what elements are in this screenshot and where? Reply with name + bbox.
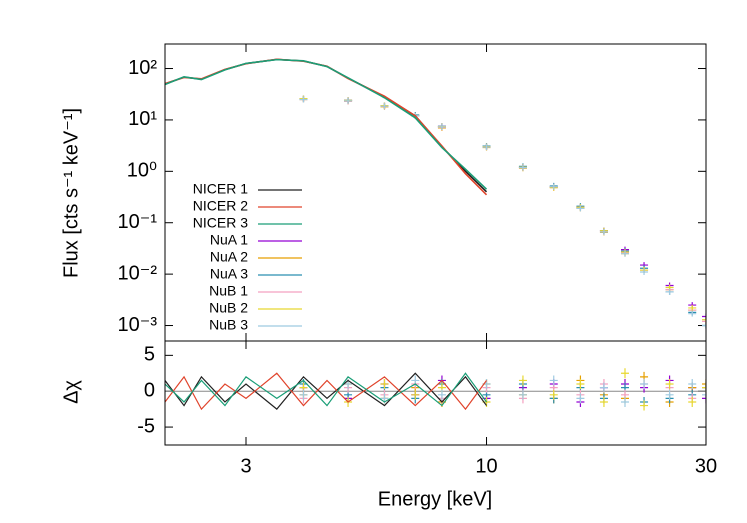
residual-point — [665, 379, 674, 390]
spectrum-point — [702, 318, 706, 325]
residual-point — [702, 389, 706, 400]
legend-label: NuB 2 — [209, 300, 248, 316]
residual-point — [620, 368, 629, 379]
spectrum-point — [299, 96, 308, 103]
y-tick-label: 10⁻² — [118, 262, 158, 284]
residual-point — [702, 379, 706, 390]
spectrum-point — [640, 268, 649, 275]
residual-point — [599, 396, 608, 407]
residual-line — [165, 372, 488, 407]
residual-point — [702, 393, 706, 404]
residual-point — [665, 389, 674, 400]
spectrum-point — [518, 164, 527, 171]
spectrum-point — [702, 322, 706, 329]
residual-frame — [164, 340, 707, 446]
residual-point — [549, 389, 558, 400]
residual-point — [688, 379, 697, 390]
y-tick-label: 10¹ — [128, 108, 157, 130]
residual-y-tick-label: -5 — [137, 415, 155, 437]
spectrum-point — [620, 250, 629, 257]
spectrum-point — [688, 310, 697, 317]
spectrum-line — [165, 58, 488, 190]
residual-point — [702, 382, 706, 393]
x-tick-label: 30 — [695, 455, 717, 477]
residual-point — [620, 396, 629, 407]
legend-label: NuA 1 — [210, 232, 248, 248]
legend-label: NuA 3 — [210, 266, 248, 282]
residual-point — [599, 382, 608, 393]
y-tick-label: 10⁰ — [127, 160, 157, 182]
legend-label: NICER 3 — [193, 215, 248, 231]
spectrum-point — [549, 183, 558, 190]
legend-label: NICER 2 — [193, 198, 248, 214]
residual-point — [518, 375, 527, 386]
spectrum-point — [688, 304, 697, 311]
residual-line — [165, 372, 488, 410]
spectrum-point — [482, 144, 491, 151]
x-axis-label: Energy [keV] — [378, 488, 493, 510]
legend-label: NuA 2 — [210, 249, 248, 265]
spectrum-line — [165, 58, 488, 193]
residual-point — [518, 389, 527, 400]
y-tick-label: 10² — [128, 57, 157, 79]
spectrum-point — [576, 205, 585, 212]
residual-axis-label: Δχ — [60, 380, 82, 404]
y-tick-label: 10⁻³ — [118, 314, 158, 336]
residual-point — [437, 389, 446, 400]
legend-label: NICER 1 — [193, 181, 248, 197]
residual-point — [380, 379, 389, 390]
residual-point — [576, 393, 585, 404]
y-axis-label: Flux [cts s⁻¹ keV⁻¹] — [60, 108, 82, 278]
residual-point — [688, 396, 697, 407]
spectrum-point — [380, 103, 389, 110]
residual-point — [576, 379, 585, 390]
x-tick-label: 10 — [475, 455, 497, 477]
spectrum-point — [702, 313, 706, 320]
residual-point — [640, 379, 649, 390]
residual-y-tick-label: 0 — [144, 379, 155, 401]
spectrum-point — [702, 316, 706, 323]
x-tick-label: 3 — [240, 455, 251, 477]
residual-point — [299, 389, 308, 400]
residual-point — [640, 400, 649, 411]
spectrum-point — [437, 123, 446, 130]
residual-point — [549, 375, 558, 386]
residual-y-tick-label: 5 — [144, 344, 155, 366]
residual-point — [411, 389, 420, 400]
spectrum-point — [665, 288, 674, 295]
legend-label: NuB 1 — [209, 283, 248, 299]
y-tick-label: 10⁻¹ — [118, 211, 158, 233]
spectrum-point — [344, 97, 353, 104]
legend-label: NuB 3 — [209, 317, 248, 333]
plot-area — [165, 58, 706, 329]
spectrum-point — [599, 229, 608, 236]
residual-area — [165, 368, 706, 411]
